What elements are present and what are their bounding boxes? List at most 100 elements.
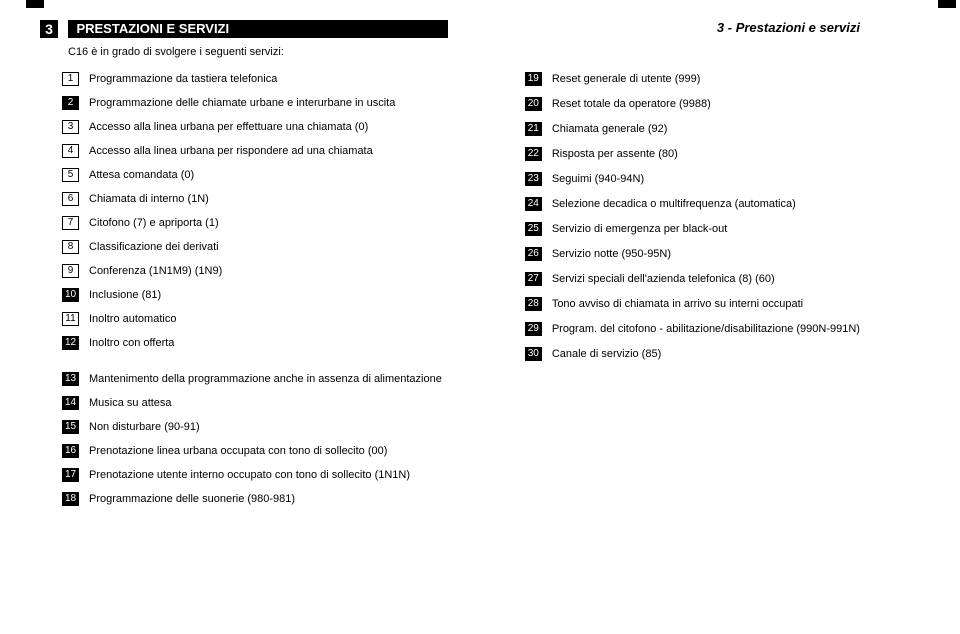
item-number-box: 7 <box>62 216 79 230</box>
item-text: Reset generale di utente (999) <box>552 72 701 86</box>
header-row: 3 PRESTAZIONI E SERVIZI 3 - Prestazioni … <box>40 20 920 38</box>
item-number-box: 16 <box>62 444 79 458</box>
item-text: Seguimi (940-94N) <box>552 172 644 186</box>
section-number: 3 <box>40 20 58 38</box>
item-number-box: 17 <box>62 468 79 482</box>
list-item: 16 Prenotazione linea urbana occupata con… <box>62 444 920 458</box>
list-item: 8 Classificazione dei derivati <box>62 240 467 254</box>
item-number-box: 15 <box>62 420 79 434</box>
left-column: 1 Programmazione da tastiera telefonica 2P… <box>62 72 467 372</box>
item-text: Inoltro con offerta <box>89 336 174 350</box>
list-item: 25 Servizio di emergenza per black-out <box>525 222 920 236</box>
item-text: Prenotazione linea urbana occupata con t… <box>89 444 387 458</box>
item-number-box: 18 <box>62 492 79 506</box>
item-number-box: 27 <box>525 272 542 286</box>
item-text: Musica su attesa <box>89 396 172 410</box>
list-item: 30 Canale di servizio (85) <box>525 347 920 361</box>
item-number-box: 28 <box>525 297 542 311</box>
list-item: 21 Chiamata generale (92) <box>525 122 920 136</box>
item-text: Programmazione da tastiera telefonica <box>89 72 277 86</box>
item-number-box: 19 <box>525 72 542 86</box>
item-text: Servizio notte (950-95N) <box>552 247 671 261</box>
list-item: 26 Servizio notte (950-95N) <box>525 247 920 261</box>
item-text: Inclusione (81) <box>89 288 161 302</box>
item-number-box: 3 <box>62 120 79 134</box>
intro-text: C16 è in grado di svolgere i seguenti se… <box>68 46 920 58</box>
list-item: 6 Chiamata di interno (1N) <box>62 192 467 206</box>
section-heading-right: 3 - Prestazioni e servizi <box>717 20 860 35</box>
item-number-box: 30 <box>525 347 542 361</box>
list-item: 15 Non disturbare (90-91) <box>62 420 920 434</box>
list-item: 28 Tono avviso di chiamata in arrivo su i… <box>525 297 920 311</box>
item-text: Accesso alla linea urbana per effettuare… <box>89 120 368 134</box>
item-text: Non disturbare (90-91) <box>89 420 200 434</box>
list-item: 9 Conferenza (1N1M9) (1N9) <box>62 264 467 278</box>
item-number-box: 1 <box>62 72 79 86</box>
item-number-box: 29 <box>525 322 542 336</box>
item-text: Citofono (7) e apriporta (1) <box>89 216 219 230</box>
list-item: 19 Reset generale di utente (999) <box>525 72 920 86</box>
list-item: 18 Programmazione delle suonerie (980-981… <box>62 492 920 506</box>
item-text: Mantenimento della programmazione anche … <box>89 372 442 386</box>
item-number-box: 11 <box>62 312 79 326</box>
list-item: 29 Program. del citofono - abilitazione/d… <box>525 322 920 336</box>
item-text: Classificazione dei derivati <box>89 240 219 254</box>
right-column: 19 Reset generale di utente (999) 20 Reset … <box>525 72 920 372</box>
item-text: Chiamata di interno (1N) <box>89 192 209 206</box>
item-text: Conferenza (1N1M9) (1N9) <box>89 264 222 278</box>
two-column-layout: 1Programmazione da tastiera telefonica2P… <box>40 72 920 372</box>
item-text: Attesa comandata (0) <box>89 168 194 182</box>
list-item: 11 Inoltro automatico <box>62 312 467 326</box>
item-text: Programmazione delle suonerie (980-981) <box>89 492 295 506</box>
item-text: Selezione decadica o multifrequenza (aut… <box>552 197 796 211</box>
list-item: 14 Musica su attesa <box>62 396 920 410</box>
list-item: 3 Accesso alla linea urbana per effettuar… <box>62 120 467 134</box>
list-item: 23 Seguimi (940-94N) <box>525 172 920 186</box>
item-text: Accesso alla linea urbana per rispondere… <box>89 144 373 158</box>
section-title: PRESTAZIONI E SERVIZI <box>68 20 448 38</box>
crop-mark-top-left <box>26 0 44 8</box>
item-text: Inoltro automatico <box>89 312 176 326</box>
item-number-box: 25 <box>525 222 542 236</box>
crop-mark-top-right <box>938 0 956 8</box>
item-text: Program. del citofono - abilitazione/dis… <box>552 322 860 336</box>
item-number-box: 22 <box>525 147 542 161</box>
item-text: Chiamata generale (92) <box>552 122 668 136</box>
item-number-box: 10 <box>62 288 79 302</box>
list-item: 7 Citofono (7) e apriporta (1) <box>62 216 467 230</box>
item-text: Prenotazione utente interno occupato con… <box>89 468 410 482</box>
item-number-box: 23 <box>525 172 542 186</box>
item-text: Servizi speciali dell'azienda telefonica… <box>552 272 775 286</box>
item-text: Servizio di emergenza per black-out <box>552 222 727 236</box>
list-item: 4 Accesso alla linea urbana per risponder… <box>62 144 467 158</box>
item-text: Risposta per assente (80) <box>552 147 678 161</box>
item-text: Tono avviso di chiamata in arrivo su int… <box>552 297 803 311</box>
list-item: 12 Inoltro con offerta <box>62 336 467 350</box>
list-item: 20 Reset totale da operatore (9988) <box>525 97 920 111</box>
item-number-box: 21 <box>525 122 542 136</box>
item-number-box: 5 <box>62 168 79 182</box>
item-number-box: 6 <box>62 192 79 206</box>
item-number-box: 9 <box>62 264 79 278</box>
list-item: 10 Inclusione (81) <box>62 288 467 302</box>
list-item: 2 Programmazione delle chiamate urbane e … <box>62 96 467 110</box>
list-item: 17 Prenotazione utente interno occupato c… <box>62 468 920 482</box>
list-item: 22 Risposta per assente (80) <box>525 147 920 161</box>
item-number-box: 12 <box>62 336 79 350</box>
item-number-box: 2 <box>62 96 79 110</box>
item-text: Canale di servizio (85) <box>552 347 661 361</box>
item-text: Reset totale da operatore (9988) <box>552 97 711 111</box>
item-number-box: 24 <box>525 197 542 211</box>
list-item: 5 Attesa comandata (0) <box>62 168 467 182</box>
item-number-box: 13 <box>62 372 79 386</box>
item-number-box: 20 <box>525 97 542 111</box>
list-item: 27 Servizi speciali dell'azienda telefoni… <box>525 272 920 286</box>
item-number-box: 4 <box>62 144 79 158</box>
item-number-box: 26 <box>525 247 542 261</box>
item-number-box: 14 <box>62 396 79 410</box>
bottom-items: 13 Mantenimento della programmazione anch… <box>62 372 920 506</box>
item-text: Programmazione delle chiamate urbane e i… <box>89 96 395 110</box>
list-item: 24 Selezione decadica o multifrequenza (a… <box>525 197 920 211</box>
item-number-box: 8 <box>62 240 79 254</box>
section-header-left: 3 PRESTAZIONI E SERVIZI <box>40 20 448 38</box>
